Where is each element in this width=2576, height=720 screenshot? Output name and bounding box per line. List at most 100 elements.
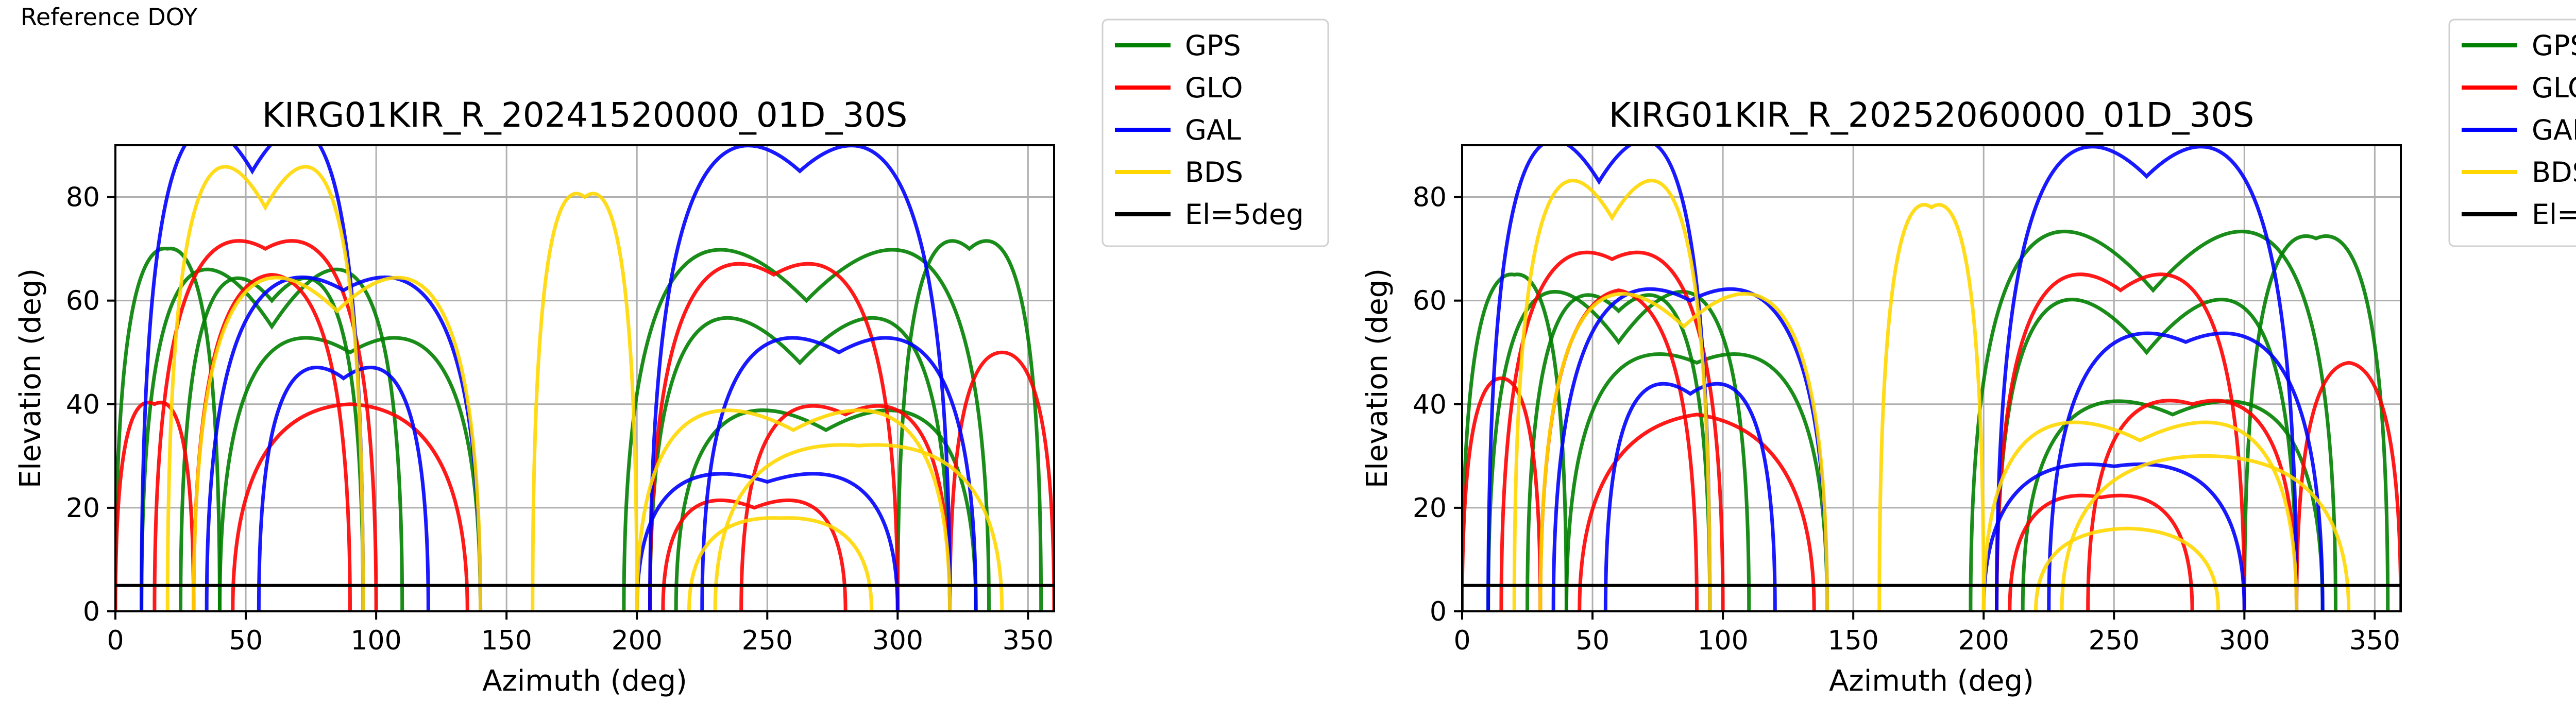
- x-tick-label: 350: [2349, 625, 2400, 656]
- x-tick-label: 250: [2089, 625, 2140, 656]
- track-bds-5: [687, 516, 874, 611]
- legend-label-gal: GAL: [2532, 114, 2576, 146]
- legend-label-bds: BDS: [2532, 156, 2576, 188]
- track-gal-2: [205, 275, 483, 611]
- track-glo-8: [2295, 361, 2401, 611]
- y-tick-label: 60: [66, 286, 100, 317]
- legend-label-gps: GPS: [2532, 29, 2576, 62]
- y-tick-label: 0: [1430, 596, 1447, 627]
- y-tick-label: 20: [66, 493, 100, 524]
- track-glo-7: [115, 400, 196, 611]
- plot-frame: [114, 144, 1055, 612]
- track-gps-4: [648, 316, 952, 611]
- track-gps-8: [115, 247, 222, 611]
- x-tick-label: 100: [350, 625, 401, 656]
- track-gps-1: [140, 267, 404, 611]
- y-tick-label: 80: [66, 182, 100, 213]
- track-bds-3: [635, 408, 952, 611]
- track-bds-5: [2033, 526, 2221, 611]
- track-gps-5: [2021, 399, 2325, 611]
- track-bds-2: [192, 276, 483, 611]
- track-gal-5: [2047, 331, 2325, 611]
- track-gps-8: [1462, 272, 1568, 611]
- track-glo-7: [1462, 376, 1543, 611]
- legend-label-gps: GPS: [1185, 29, 1241, 62]
- track-gal-5: [700, 336, 978, 611]
- legend-box: [1101, 19, 1329, 247]
- track-bds-4: [2060, 454, 2351, 611]
- track-gps-1: [1486, 290, 1751, 611]
- legend: GPS GLO GAL BDS El=5deg: [2448, 19, 2576, 247]
- y-tick-label: 40: [66, 389, 100, 420]
- x-tick-label: 300: [2219, 625, 2270, 656]
- legend: GPS GLO GAL BDS El=5deg: [1101, 19, 1329, 247]
- x-tick-label: 200: [612, 625, 663, 656]
- y-axis-label: Elevation (deg): [14, 268, 47, 488]
- track-glo-3: [231, 402, 469, 611]
- legend-box: [2448, 19, 2576, 247]
- y-tick-label: 80: [1413, 182, 1447, 213]
- x-tick-label: 250: [742, 625, 793, 656]
- track-bds-6: [531, 192, 639, 611]
- y-tick-label: 0: [83, 596, 100, 627]
- track-bds-1: [165, 165, 365, 611]
- plot-frame: [1461, 144, 2402, 612]
- x-tick-label: 100: [1697, 625, 1748, 656]
- track-glo-4: [1995, 272, 2246, 611]
- track-glo-5: [739, 404, 952, 611]
- y-tick-label: 60: [1413, 286, 1447, 317]
- track-gal-3: [257, 366, 430, 611]
- legend-label-glo: GLO: [1185, 72, 1243, 104]
- track-gal-3: [1603, 382, 1777, 611]
- track-gal-4: [1995, 145, 2299, 611]
- track-bds-1: [1512, 179, 1712, 611]
- x-tick-label: 0: [1453, 625, 1470, 656]
- track-gal-4: [648, 145, 952, 611]
- track-gps-7: [895, 239, 1043, 611]
- track-glo-1: [1499, 250, 1725, 611]
- track-glo-1: [152, 239, 378, 611]
- track-gps-6: [1969, 229, 2337, 611]
- track-gps-3: [1564, 352, 1829, 611]
- track-bds-2: [1538, 292, 1829, 611]
- x-tick-label: 50: [229, 625, 263, 656]
- track-bds-6: [1877, 203, 1986, 611]
- track-gps-7: [2242, 234, 2390, 611]
- x-tick-label: 300: [872, 625, 923, 656]
- x-tick-label: 150: [481, 625, 532, 656]
- track-gps-6: [622, 248, 991, 611]
- track-glo-3: [1578, 413, 1816, 611]
- track-bds-4: [713, 443, 1004, 611]
- track-glo-6: [2008, 493, 2194, 611]
- track-gal-6: [635, 472, 900, 611]
- track-gps-5: [674, 408, 978, 611]
- chart-2: 0 50 100 150 200 250 300 350 0 20 40 60 80 Azimuth (d…: [1361, 19, 2576, 698]
- x-axis-label: Azimuth (deg): [482, 664, 687, 698]
- x-tick-label: 200: [1958, 625, 2009, 656]
- figure-corner-label: Reference DOY: [21, 3, 198, 31]
- track-gps-2: [179, 276, 365, 611]
- chart-title: KIRG01KIR_R_20241520000_01D_30S: [262, 95, 908, 135]
- track-glo-6: [661, 498, 848, 611]
- y-axis-label: Elevation (deg): [1361, 268, 1394, 488]
- x-tick-label: 350: [1003, 625, 1054, 656]
- legend-label-bds: BDS: [1185, 156, 1243, 188]
- track-gal-6: [1981, 462, 2246, 611]
- chart-1: 0 50 100 150 200 250 300 350 0 20 40 60 80 Azimuth (d…: [14, 19, 1329, 698]
- track-gps-3: [217, 336, 483, 611]
- y-tick-label: 20: [1413, 493, 1447, 524]
- x-tick-label: 0: [107, 625, 124, 656]
- legend-label-el-5deg: El=5deg: [2532, 198, 2576, 231]
- track-glo-5: [2086, 399, 2299, 611]
- chart-title: KIRG01KIR_R_20252060000_01D_30S: [1609, 95, 2255, 135]
- x-tick-label: 50: [1575, 625, 1609, 656]
- track-gps-2: [1526, 293, 1712, 611]
- tracks-layer: [1462, 145, 2401, 611]
- legend-label-el-5deg: El=5deg: [1185, 198, 1304, 231]
- legend-label-glo: GLO: [2532, 72, 2576, 104]
- track-gps-4: [1995, 298, 2299, 611]
- tracks-layer: [115, 145, 1054, 611]
- track-bds-3: [1981, 420, 2299, 611]
- x-axis-label: Azimuth (deg): [1829, 664, 2034, 698]
